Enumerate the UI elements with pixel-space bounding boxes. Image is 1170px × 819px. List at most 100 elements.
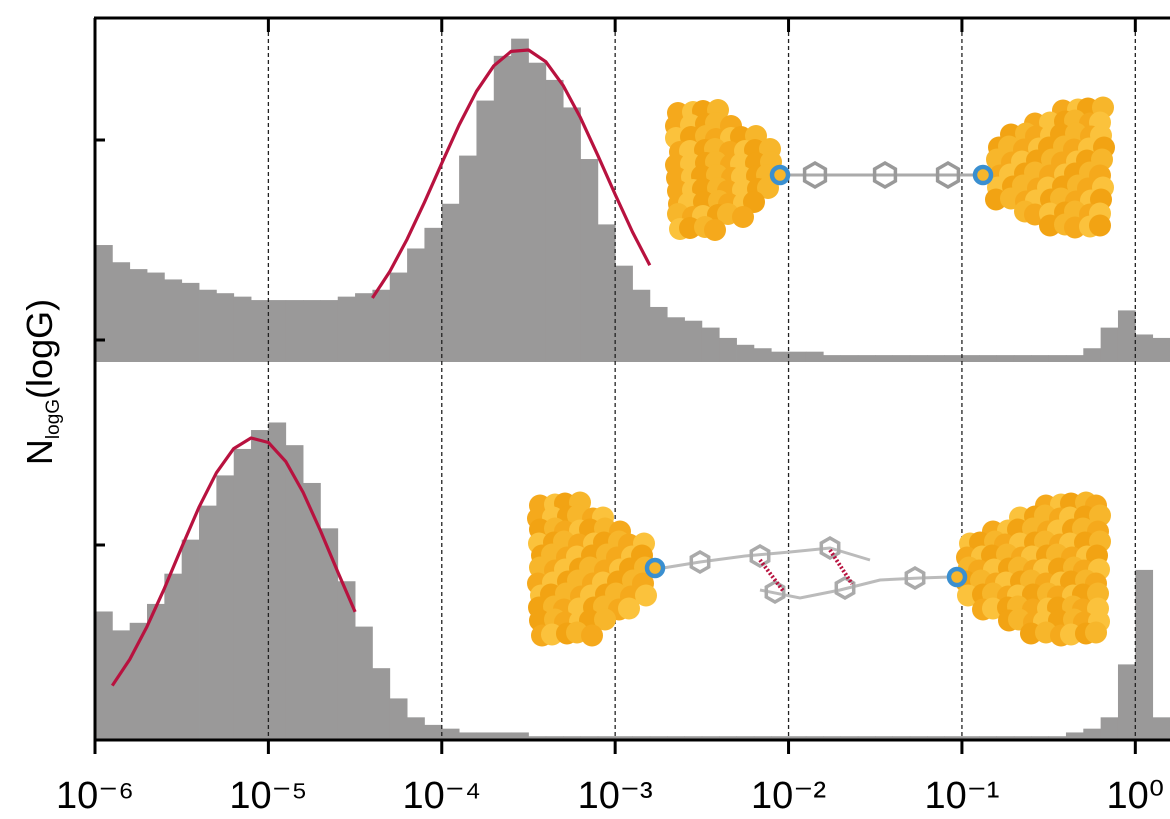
gold-atom [1085, 621, 1107, 644]
histogram-bar [857, 736, 876, 740]
histogram-bar [563, 107, 581, 362]
anchor-ring [769, 164, 791, 186]
histogram-bar [459, 732, 477, 740]
stacking-bond [758, 558, 786, 594]
x-tick-label: 10⁻² [751, 775, 826, 817]
histogram-bar [563, 736, 581, 740]
histogram-bar [684, 736, 703, 740]
histogram-bar [805, 351, 824, 362]
histogram-bar [1048, 355, 1067, 362]
histogram-bar [1152, 717, 1170, 740]
histogram-bar [493, 55, 512, 363]
histogram-bar [719, 736, 737, 740]
y-label-subscript: logG [43, 399, 64, 439]
histogram-bar [996, 736, 1015, 740]
histogram-bar [892, 736, 911, 740]
histogram-bar [355, 293, 373, 362]
histogram-bar [337, 296, 356, 362]
histogram-bar [303, 300, 321, 362]
histogram-bar [389, 698, 408, 740]
histogram-bar [1083, 728, 1102, 740]
histogram-bar [788, 351, 807, 362]
histogram-bar [961, 736, 980, 740]
histogram-bar [95, 611, 113, 740]
histogram-bar [424, 227, 443, 362]
axes [93, 16, 1170, 754]
histogram-bar [251, 300, 269, 362]
histogram-bar [684, 320, 703, 362]
benzene-ring [689, 549, 711, 575]
histogram-bar [1100, 717, 1119, 740]
histogram-bar [164, 279, 183, 362]
histogram-bar [996, 355, 1015, 362]
histogram-bar [372, 668, 391, 740]
histogram-bar [199, 289, 217, 362]
histogram-bar [805, 736, 824, 740]
histogram-bar [372, 289, 391, 362]
histogram-bar [1013, 355, 1032, 362]
histogram-bar [753, 736, 772, 740]
histogram-bar [892, 355, 911, 362]
anchor-ring [946, 566, 968, 588]
histogram-bar [1117, 310, 1136, 362]
anchor-ring [972, 164, 994, 186]
histogram-bar [580, 736, 599, 740]
benzene-ring [935, 160, 961, 190]
histogram-bar [667, 317, 685, 362]
gold-atom [618, 597, 640, 620]
x-tick-label: 10⁻⁵ [229, 775, 307, 817]
histogram-bar [337, 581, 356, 740]
histogram-bar [1135, 569, 1154, 740]
histogram-bar [701, 736, 720, 740]
histogram-bar [199, 505, 217, 740]
histogram-bar [632, 736, 651, 740]
histogram-bar [355, 626, 373, 740]
gold-atom [1089, 214, 1111, 237]
histogram-bar [285, 445, 304, 740]
histogram-bar [875, 355, 893, 362]
x-tick-label: 10⁻⁶ [56, 775, 134, 817]
histogram-bar [667, 736, 685, 740]
gold-atom [704, 219, 726, 241]
histogram-bar [615, 265, 633, 362]
histogram-bar [320, 300, 339, 362]
histogram-bar [632, 289, 651, 362]
benzene-ring [819, 535, 841, 561]
histogram-bar [961, 355, 980, 362]
y-label-main: N [19, 439, 60, 465]
histogram-bar [511, 38, 529, 362]
histogram-bar [389, 272, 408, 362]
histogram-bar [1100, 327, 1119, 362]
histogram-bar [1048, 736, 1067, 740]
anchor-ring [644, 557, 666, 579]
histogram-bar [251, 430, 269, 740]
histogram-bar [459, 155, 477, 362]
histogram-bar [1013, 736, 1032, 740]
histogram-bar [476, 732, 495, 740]
histogram-bar [840, 355, 859, 362]
benzene-ring [749, 543, 771, 569]
histogram-bar [424, 724, 443, 740]
histogram-bar [320, 528, 339, 740]
histogram-bar [303, 482, 321, 740]
histogram-bar [719, 337, 737, 362]
histogram-bar [615, 736, 633, 740]
histogram-bar [216, 293, 235, 362]
histogram-bar [649, 306, 668, 362]
histogram-bar [112, 262, 131, 362]
benzene-ring [802, 160, 828, 190]
histogram-bar [1083, 348, 1102, 362]
histogram-bar [407, 248, 425, 362]
x-tick-label: 10⁻⁴ [402, 775, 481, 817]
benzene-ring [834, 575, 856, 601]
histogram-bar [545, 736, 564, 740]
histogram-bar [181, 539, 200, 740]
histogram-bar [147, 603, 165, 740]
benzene-ring [764, 579, 786, 605]
histogram-bar [771, 736, 789, 740]
histogram-bar [528, 736, 547, 740]
histogram-bar [233, 296, 252, 362]
